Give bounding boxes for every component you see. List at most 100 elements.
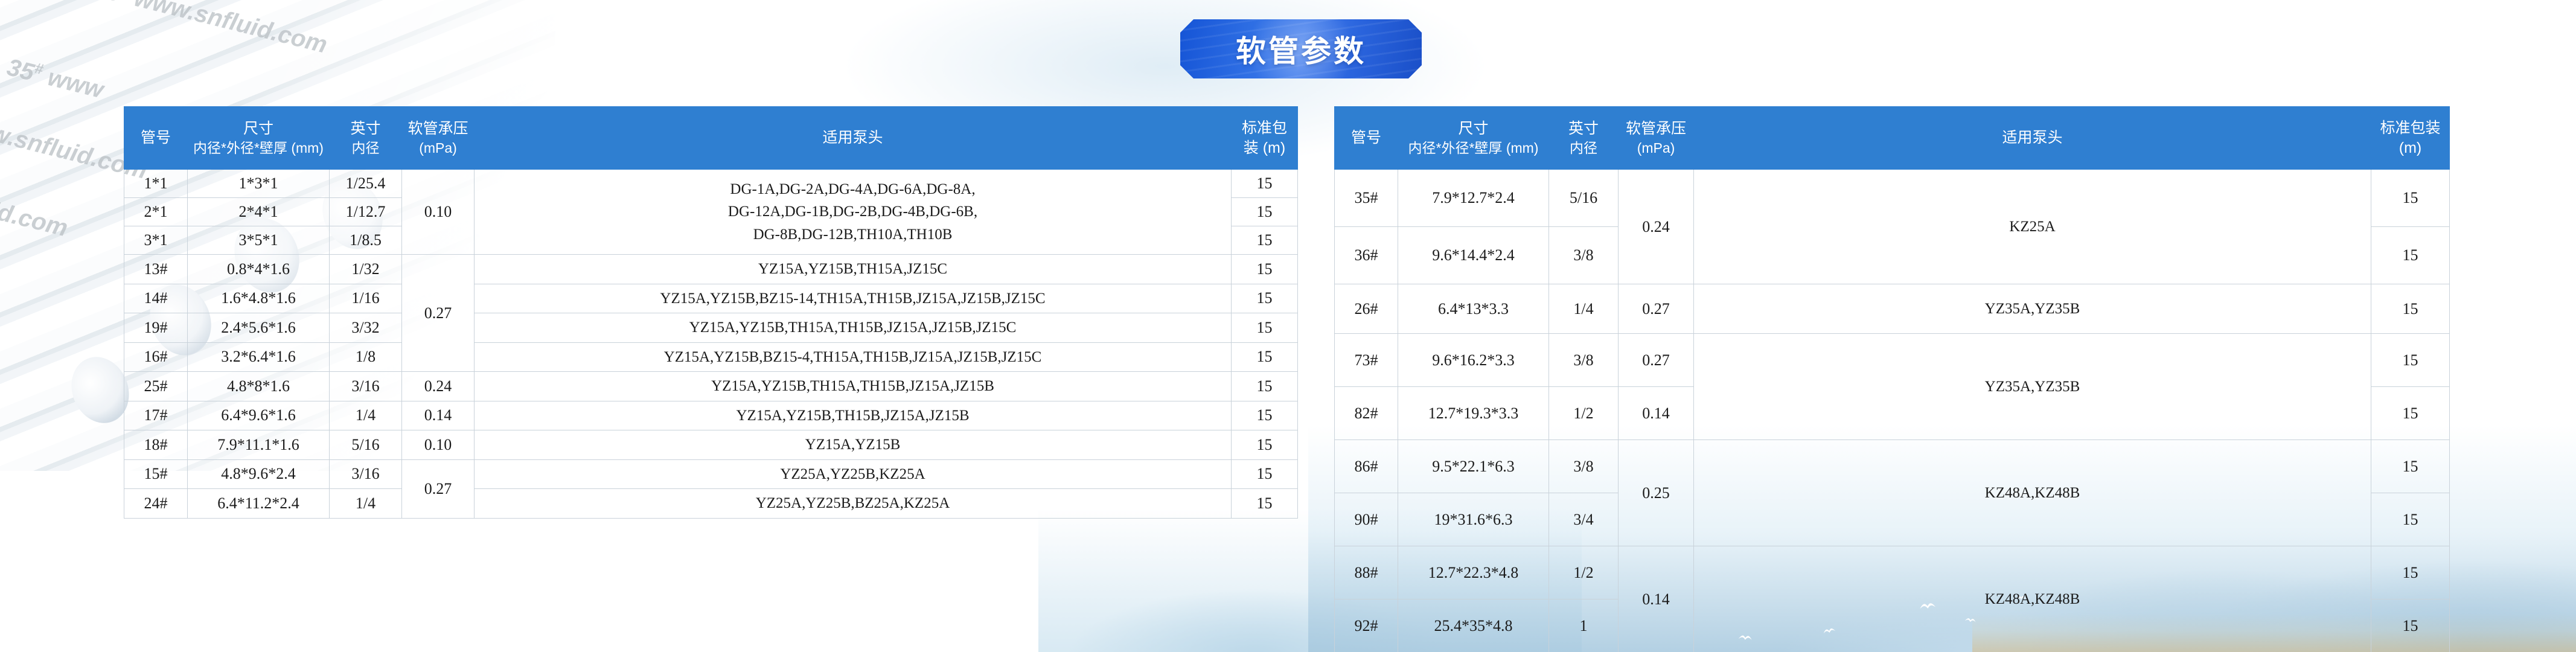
cell-pump-head: YZ15A,YZ15B <box>474 430 1232 460</box>
cell-tube-no: 92# <box>1334 599 1398 652</box>
table-row: 90# 19*31.6*6.3 3/4 15 <box>1334 493 2450 546</box>
col-header-pressure: 软管承压 (mPa) <box>1618 106 1694 170</box>
cell-size: 2*4*1 <box>187 197 330 226</box>
cell-inch: 5/16 <box>1548 169 1619 227</box>
watermark-number: 35 <box>4 54 37 86</box>
right-table-container: 管号 尺寸 内径*外径*壁厚 (mm) 英寸 内径 软管承压 (mPa) 适用泵… <box>1334 106 2450 652</box>
col-header-tube-no: 管号 <box>1334 106 1398 170</box>
table-row: 2*1 2*4*1 1/12.7 15 <box>124 197 1298 226</box>
cell-tube-no: 15# <box>124 459 188 489</box>
cell-pump-head: YZ25A,YZ25B,BZ25A,KZ25A <box>474 488 1232 519</box>
table-row: 19# 2.4*5.6*1.6 3/32 YZ15A,YZ15B,TH15A,T… <box>124 313 1298 343</box>
cell-package: 15 <box>1231 430 1298 460</box>
col-header-pump-head: 适用泵头 <box>1693 106 2371 170</box>
table-row: 1*1 1*3*1 1/25.4 0.10 DG-1A,DG-2A,DG-4A,… <box>124 169 1298 255</box>
col-header-size-main: 尺寸 <box>1458 120 1489 137</box>
cell-pump-head: YZ15A,YZ15B,TH15A,JZ15C <box>474 254 1232 284</box>
cell-package: 15 <box>2371 333 2450 387</box>
cell-tube-no: 16# <box>124 342 188 372</box>
cell-tube-no: 36# <box>1334 226 1398 284</box>
watermark-site: www <box>45 64 106 104</box>
table-header-row: 管号 尺寸 内径*外径*壁厚 (mm) 英寸 内径 软管承压 (mPa) 适用泵… <box>124 106 1298 170</box>
table-row: 3*1 3*5*1 1/8.5 15 <box>124 226 1298 255</box>
cell-tube-no: 25# <box>124 371 188 401</box>
cell-pump-head: YZ15A,YZ15B,BZ15-4,TH15A,TH15B,JZ15A,JZ1… <box>474 342 1232 372</box>
cell-package: 15 <box>1231 459 1298 489</box>
cell-size: 6.4*11.2*2.4 <box>187 488 330 519</box>
left-table-container: 管号 尺寸 内径*外径*壁厚 (mm) 英寸 内径 软管承压 (mPa) 适用泵… <box>124 106 1298 519</box>
table-row: 73# 9.6*16.2*3.3 3/8 0.27 YZ35A,YZ35B 15 <box>1334 333 2450 440</box>
cell-size: 9.5*22.1*6.3 <box>1398 439 1549 493</box>
table-header-row: 管号 尺寸 内径*外径*壁厚 (mm) 英寸 内径 软管承压 (mPa) 适用泵… <box>1334 106 2450 170</box>
cell-package: 15 <box>1231 313 1298 343</box>
col-header-pump-head: 适用泵头 <box>474 106 1232 170</box>
watermark-site: snfluid.com <box>0 183 71 242</box>
cell-package: 15 <box>2371 599 2450 652</box>
cell-tube-no: 19# <box>124 313 188 343</box>
col-header-pressure-main: 软管承压 <box>1625 120 1686 137</box>
cell-inch: 1/32 <box>329 254 402 284</box>
cell-package: 15 <box>2371 493 2450 546</box>
table-row: 14# 1.6*4.8*1.6 1/16 YZ15A,YZ15B,BZ15-14… <box>124 283 1298 313</box>
cell-size: 0.8*4*1.6 <box>187 254 330 284</box>
cell-tube-no: 14# <box>124 283 188 313</box>
cell-package: 15 <box>1231 400 1298 430</box>
cell-pump-head: YZ15A,YZ15B,BZ15-14,TH15A,TH15B,JZ15A,JZ… <box>474 283 1232 313</box>
cell-inch: 1/4 <box>329 400 402 430</box>
cell-size: 6.4*13*3.3 <box>1398 284 1549 334</box>
cell-tube-no: 73# <box>1334 333 1398 387</box>
cell-inch: 3/16 <box>329 459 402 489</box>
watermark-number: 36 <box>91 0 124 7</box>
cell-tube-no: 82# <box>1334 386 1398 440</box>
cell-package: 15 <box>1231 488 1298 519</box>
cell-size: 1.6*4.8*1.6 <box>187 283 330 313</box>
cell-package: 15 <box>1231 371 1298 401</box>
hose-parameters-table-right: 管号 尺寸 内径*外径*壁厚 (mm) 英寸 内径 软管承压 (mPa) 适用泵… <box>1334 106 2450 652</box>
cell-package: 15 <box>2371 386 2450 440</box>
col-header-pressure-sub: (mPa) <box>419 139 457 156</box>
col-header-package: 标准包装 (m) <box>1231 106 1298 170</box>
table-row: 25# 4.8*8*1.6 3/16 0.24 YZ15A,YZ15B,TH15… <box>124 371 1298 401</box>
cell-pressure-merged: 0.25 <box>1618 439 1694 546</box>
page-title-banner: 软管参数 <box>1180 19 1422 78</box>
cell-pump-head: YZ15A,YZ15B,TH15B,JZ15A,JZ15B <box>474 400 1232 430</box>
cell-inch: 1/4 <box>1548 284 1619 334</box>
hose-parameters-table-left: 管号 尺寸 内径*外径*壁厚 (mm) 英寸 内径 软管承压 (mPa) 适用泵… <box>124 106 1298 519</box>
watermark-text: 36# www.snfluid.com <box>91 0 330 59</box>
cell-package: 15 <box>2371 546 2450 599</box>
col-header-inch-main: 英寸 <box>350 120 381 137</box>
cell-package: 15 <box>2371 284 2450 334</box>
col-header-size-sub: 内径*外径*壁厚 (mm) <box>193 139 324 156</box>
cell-pressure: 0.14 <box>401 400 475 430</box>
col-header-inch-main: 英寸 <box>1568 120 1599 137</box>
cell-package: 15 <box>1231 226 1298 255</box>
cell-inch: 1/2 <box>1548 386 1619 440</box>
cell-tube-no: 3*1 <box>124 226 188 255</box>
table-row: 24# 6.4*11.2*2.4 1/4 YZ25A,YZ25B,BZ25A,K… <box>124 488 1298 519</box>
cell-size: 12.7*22.3*4.8 <box>1398 546 1549 599</box>
cell-tube-no: 35# <box>1334 169 1398 227</box>
cell-inch: 5/16 <box>329 430 402 460</box>
cell-package: 15 <box>1231 197 1298 226</box>
cell-inch: 3/8 <box>1548 333 1619 387</box>
cell-inch: 1/8 <box>329 342 402 372</box>
cell-pump-head: YZ25A,YZ25B,KZ25A <box>474 459 1232 489</box>
cell-inch: 3/32 <box>329 313 402 343</box>
cell-size: 7.9*11.1*1.6 <box>187 430 330 460</box>
cell-pump-head: YZ15A,YZ15B,TH15A,TH15B,JZ15A,JZ15B <box>474 371 1232 401</box>
table-row: 26# 6.4*13*3.3 1/4 0.27 YZ35A,YZ35B 15 <box>1334 284 2450 334</box>
cell-size: 4.8*8*1.6 <box>187 371 330 401</box>
col-header-package: 标准包装 (m) <box>2371 106 2450 170</box>
table-row: 88# 12.7*22.3*4.8 1/2 0.14 KZ48A,KZ48B 1… <box>1334 546 2450 652</box>
cell-tube-no: 2*1 <box>124 197 188 226</box>
cell-pressure: 0.27 <box>1618 284 1694 334</box>
cell-package: 15 <box>1231 283 1298 313</box>
cell-size: 9.6*16.2*3.3 <box>1398 333 1549 387</box>
cell-package: 15 <box>2371 226 2450 284</box>
col-header-size: 尺寸 内径*外径*壁厚 (mm) <box>1398 106 1549 170</box>
cell-size: 6.4*9.6*1.6 <box>187 400 330 430</box>
watermark-sup: # <box>33 60 45 78</box>
cell-pressure-merged: 0.14 <box>1618 546 1694 652</box>
col-header-pressure-main: 软管承压 <box>407 120 468 137</box>
cell-package: 15 <box>1231 254 1298 284</box>
